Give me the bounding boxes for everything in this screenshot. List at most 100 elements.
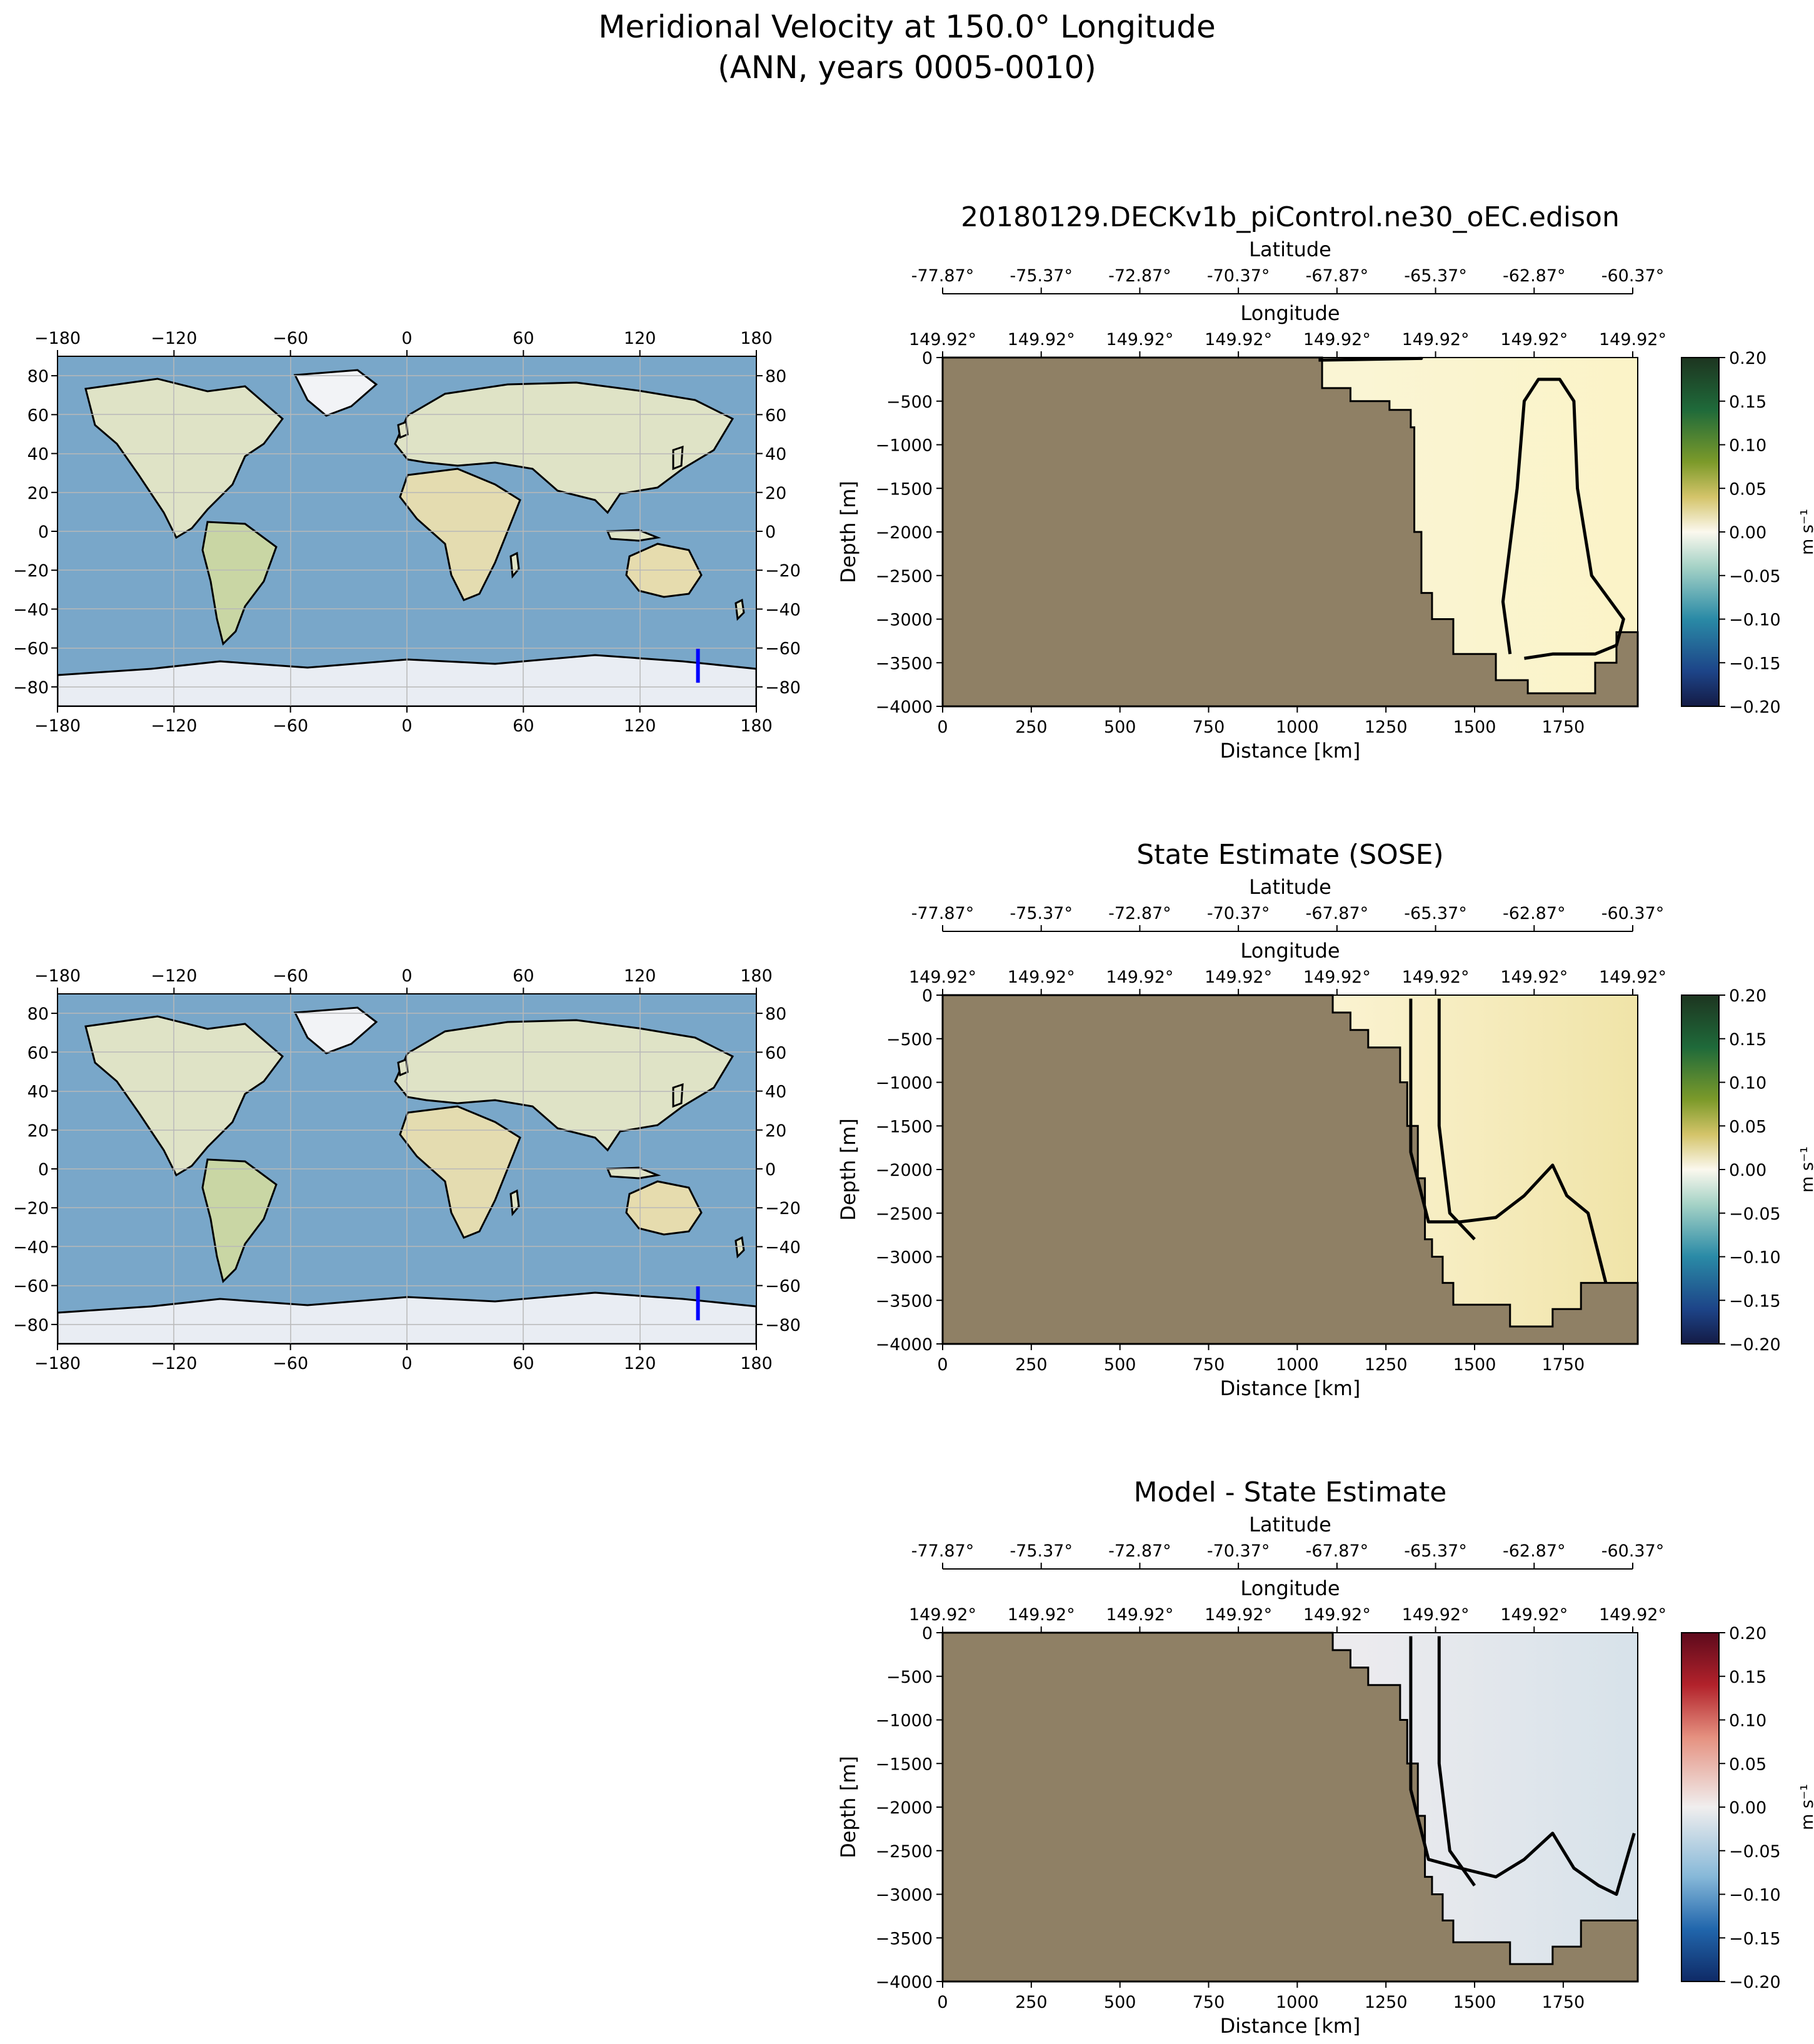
x-tick-label: 750 (1193, 1355, 1225, 1375)
world-map: −180 −180 −120 −120 −60 −60 0 0 60 60 120 120 180 180… (13, 966, 801, 1373)
lon-tick-label: 149.92° (1402, 968, 1470, 987)
lat-tick-label: -65.37° (1404, 1541, 1467, 1561)
x-tick-label: 1250 (1365, 1993, 1408, 2012)
map-lon-tick-label-bottom: 120 (624, 1354, 656, 1373)
lat-tick-label: -65.37° (1404, 266, 1467, 286)
y-tick-label: −3500 (876, 654, 933, 673)
lon-tick-label: 149.92° (1008, 1605, 1075, 1625)
lat-tick-label: -72.87° (1108, 904, 1171, 923)
colorbar-tick-label: −0.20 (1729, 1335, 1781, 1355)
x-tick-label: 250 (1015, 1355, 1048, 1375)
colorbar-tick-label: −0.05 (1729, 1205, 1781, 1224)
figure-title-line2: (ANN, years 0005-0010) (718, 49, 1096, 86)
map-lon-tick-label-bottom: 180 (740, 1354, 773, 1373)
map-lon-tick-label-bottom: −60 (273, 1354, 308, 1373)
colorbar-tick-label: −0.20 (1729, 698, 1781, 717)
lon-tick-label: 149.92° (1008, 330, 1075, 349)
lon-tick-label: 149.92° (1106, 1605, 1173, 1625)
colorbar-tick-label: 0.00 (1729, 1161, 1766, 1180)
lat-tick-label: -62.87° (1503, 1541, 1566, 1561)
map-lat-tick-label-left: −40 (13, 600, 49, 619)
map-lon-tick-label-top: −180 (34, 329, 81, 348)
lon-tick-label: 149.92° (1500, 330, 1568, 349)
map-lat-tick-label-left: −20 (13, 561, 49, 581)
panel-title: 20180129.DECKv1b_piControl.ne30_oEC.edis… (961, 201, 1620, 233)
y-tick-label: −2500 (876, 1842, 933, 1861)
colorbar-label: m s⁻¹ (1798, 1784, 1814, 1830)
section-panels: 0 250 500 750 1000 1250 1500 1750 Distance [km] 0… (836, 201, 1814, 2038)
map-lat-tick-label-left: 40 (28, 445, 49, 464)
x-tick-label: 1750 (1541, 1355, 1585, 1375)
y-tick-label: −500 (886, 1668, 933, 1687)
map-lat-tick-label-right: 60 (765, 1043, 786, 1063)
colorbar-tick-label: −0.05 (1729, 567, 1781, 586)
map-lon-tick-label-top: −120 (151, 329, 197, 348)
section-panel: 0 250 500 750 1000 1250 1500 1750 Distance [km] 0… (836, 201, 1814, 763)
map-lat-tick-label-right: 80 (765, 1004, 786, 1024)
y-axis-label: Depth [m] (836, 481, 860, 583)
lon-tick-label: 149.92° (1402, 1605, 1470, 1625)
y-axis-label: Depth [m] (836, 1118, 860, 1221)
lat-tick-label: -77.87° (911, 1541, 975, 1561)
map-lon-tick-label-bottom: −120 (151, 1354, 197, 1373)
map-lat-tick-label-right: 60 (765, 406, 786, 425)
x-tick-label: 750 (1193, 1993, 1225, 2012)
lon-tick-label: 149.92° (1599, 968, 1666, 987)
lon-tick-label: 149.92° (1402, 330, 1470, 349)
map-lat-tick-label-left: −80 (13, 1316, 49, 1335)
lat-tick-label: -72.87° (1108, 266, 1171, 286)
y-tick-label: −3500 (876, 1929, 933, 1948)
lat-axis-label: Latitude (1249, 238, 1331, 261)
section-panel: 0 250 500 750 1000 1250 1500 1750 Distance [km] 0… (836, 839, 1814, 1400)
y-tick-label: −1000 (876, 1711, 933, 1731)
lon-tick-label: 149.92° (1599, 1605, 1666, 1625)
map-lat-tick-label-left: 60 (28, 406, 49, 425)
colorbar (1681, 357, 1720, 707)
lat-tick-label: -67.87° (1306, 266, 1369, 286)
lat-axis-label: Latitude (1249, 875, 1331, 899)
y-tick-label: −1000 (876, 1074, 933, 1093)
y-axis-label: Depth [m] (836, 1756, 860, 1858)
y-tick-label: −2000 (876, 1161, 933, 1180)
x-tick-label: 0 (937, 718, 948, 737)
zero-contour (1501, 378, 1625, 660)
map-lat-tick-label-right: −20 (765, 561, 801, 581)
map-lat-tick-label-right: −20 (765, 1199, 801, 1218)
lat-tick-label: -75.37° (1010, 904, 1073, 923)
y-tick-label: −1500 (876, 479, 933, 499)
map-lon-tick-label-top: 180 (740, 329, 773, 348)
x-axis-label: Distance [km] (1220, 2014, 1361, 2038)
y-tick-label: −2000 (876, 1798, 933, 1818)
lat-tick-label: -70.37° (1207, 266, 1270, 286)
map-lon-tick-label-bottom: −180 (34, 1354, 81, 1373)
map-lon-tick-label-top: 60 (513, 966, 534, 986)
locator-maps: −180 −180 −120 −120 −60 −60 0 0 60 60 120 120 180 180… (13, 329, 801, 1373)
world-map: −180 −180 −120 −120 −60 −60 0 0 60 60 120 120 180 180… (13, 329, 801, 736)
lon-tick-label: 149.92° (1303, 968, 1371, 987)
map-lon-tick-label-bottom: 0 (401, 1354, 412, 1373)
map-lat-tick-label-left: 20 (28, 484, 49, 503)
map-lon-tick-label-bottom: 60 (513, 1354, 534, 1373)
map-lat-tick-label-right: 20 (765, 484, 786, 503)
colorbar-label: m s⁻¹ (1798, 509, 1814, 555)
map-lat-tick-label-left: 60 (28, 1043, 49, 1063)
lat-tick-label: -67.87° (1306, 904, 1369, 923)
lon-tick-label: 149.92° (1205, 1605, 1272, 1625)
map-lat-tick-label-left: 80 (28, 1004, 49, 1024)
lat-tick-label: -60.37° (1601, 1541, 1665, 1561)
lon-tick-label: 149.92° (1008, 968, 1075, 987)
map-lon-tick-label-top: −180 (34, 966, 81, 986)
bathymetry-land (941, 994, 1639, 1345)
colorbar-tick-label: −0.05 (1729, 1842, 1781, 1861)
colorbar-tick-label: −0.10 (1729, 1886, 1781, 1905)
map-lat-tick-label-left: 40 (28, 1083, 49, 1102)
x-tick-label: 500 (1104, 718, 1136, 737)
lat-tick-label: -67.87° (1306, 1541, 1369, 1561)
map-lat-tick-label-right: −80 (765, 1316, 801, 1335)
map-lon-tick-label-top: 60 (513, 329, 534, 348)
x-tick-label: 0 (937, 1355, 948, 1375)
zero-contour (1437, 998, 1476, 1241)
lon-tick-label: 149.92° (909, 330, 976, 349)
lon-tick-label: 149.92° (909, 968, 976, 987)
